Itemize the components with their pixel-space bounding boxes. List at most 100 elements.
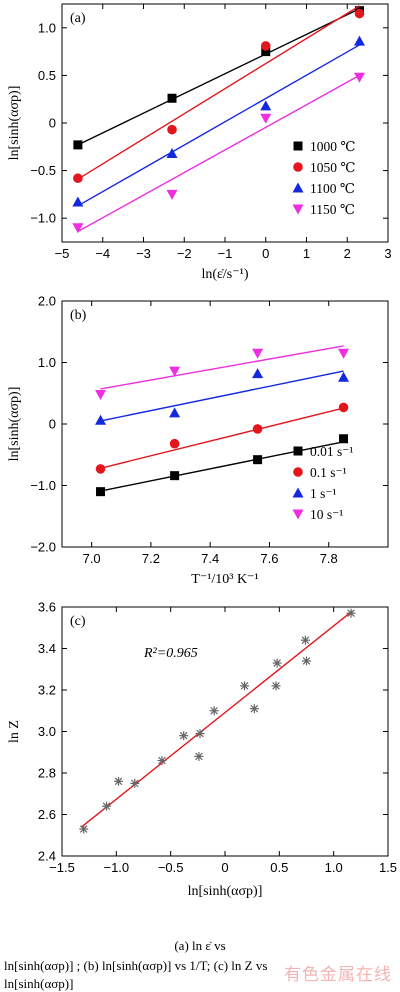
- panel-label: (c): [70, 614, 86, 629]
- data-point: [261, 47, 271, 57]
- series-2: [72, 35, 365, 207]
- data-point: [339, 434, 349, 444]
- data-point: [338, 402, 349, 413]
- y-axis-label: ln[sinh(ασp)]: [7, 86, 22, 161]
- x-tick-label: −4: [95, 246, 110, 261]
- data-point-stroke-3: [196, 729, 204, 738]
- legend-label: 1000 ℃: [310, 139, 355, 154]
- data-point: [353, 35, 365, 46]
- data-point-stroke-3: [273, 659, 281, 667]
- plot-frame: [61, 606, 389, 857]
- series-3: [95, 345, 350, 400]
- data-point: [169, 407, 181, 418]
- y-axis-label: ln[sinh(ασp)]: [7, 387, 22, 462]
- y-tick-label: 2.0: [38, 294, 56, 309]
- x-tick-label: 0: [262, 246, 269, 261]
- fit-line: [77, 74, 360, 233]
- y-tick-label: 2.4: [38, 849, 56, 864]
- chart-panel-2: −1.5 −1.0 −0.5 0 0.5 1.0 1.5 2.4 2.6 2.8 3.0 3.2 3.4…: [7, 600, 397, 900]
- legend-marker: [292, 487, 304, 498]
- data-point: [169, 438, 180, 449]
- data-point: [166, 189, 178, 200]
- data-point: [252, 368, 264, 379]
- data-point: [253, 455, 263, 465]
- x-tick-label: 2: [344, 246, 351, 261]
- r-squared-annotation: R²=0.965: [143, 646, 198, 661]
- data-point-stroke-3: [240, 682, 249, 690]
- fit-line: [100, 345, 344, 390]
- data-point-stroke-3: [114, 777, 123, 786]
- x-tick-label: −1: [218, 246, 233, 261]
- data-point: [170, 471, 180, 481]
- y-tick-label: 3.6: [38, 600, 56, 615]
- y-tick-label: 3.0: [38, 724, 56, 739]
- data-point: [260, 113, 272, 124]
- y-tick-label: −1.0: [30, 478, 56, 493]
- series-0: [96, 434, 349, 497]
- x-axis-label: ln[sinh(ασp)]: [188, 884, 263, 899]
- x-axis-label: T⁻¹/10³ K⁻¹: [191, 572, 258, 587]
- data-point: [73, 140, 83, 150]
- y-tick-label: −1.0: [30, 211, 56, 226]
- data-point: [252, 424, 263, 434]
- watermark-text: 有色金属在线: [284, 965, 392, 985]
- x-tick-label: 1.0: [325, 860, 343, 875]
- x-tick-label: −3: [136, 246, 151, 261]
- series-3: [72, 72, 365, 234]
- y-tick-label: −0.5: [30, 163, 56, 178]
- legend-label: 10 s⁻¹: [310, 507, 343, 522]
- data-point: [260, 41, 271, 51]
- data-point: [338, 371, 350, 382]
- data-point: [95, 464, 106, 474]
- fit-line: [100, 370, 344, 422]
- data-point: [209, 706, 219, 716]
- legend-label: 0.01 s⁻¹: [310, 444, 353, 459]
- fit-line: [81, 610, 353, 828]
- legend-marker: [293, 467, 303, 477]
- data-point: [194, 751, 204, 761]
- x-tick-label: 1.5: [379, 860, 397, 875]
- figure-caption-line-2: ln[sinh(ασp)] ; (b) ln[sinh(ασp)] vs 1/T…: [4, 958, 268, 973]
- data-point: [96, 487, 106, 497]
- legend-marker: [292, 509, 304, 520]
- data-point: [271, 681, 281, 691]
- legend-marker: [293, 446, 303, 456]
- data-point: [252, 348, 264, 359]
- legend-marker: [293, 141, 303, 151]
- fit-line: [100, 407, 344, 469]
- x-tick-label: 7.4: [201, 551, 219, 566]
- fit-line: [77, 44, 360, 207]
- data-point-stroke-3: [158, 756, 166, 765]
- fit-line: [100, 441, 344, 492]
- data-point-stroke-3: [347, 609, 355, 618]
- panel-label: (a): [70, 11, 86, 26]
- figure-caption-line-1: (a) ln ε̇ vs: [174, 938, 226, 953]
- data-point-stroke-3: [102, 802, 111, 810]
- series-1: [73, 5, 365, 184]
- data-point: [240, 681, 250, 691]
- data-point: [346, 608, 356, 618]
- data-point: [114, 776, 124, 786]
- legend-label: 1050 ℃: [310, 160, 355, 175]
- data-point: [157, 756, 167, 766]
- legend-label: 0.1 s⁻¹: [310, 465, 347, 480]
- y-tick-label: 3.2: [38, 683, 56, 698]
- y-tick-label: 2.6: [38, 807, 56, 822]
- y-tick-label: −2.0: [30, 540, 56, 555]
- data-point: [179, 731, 189, 741]
- data-point: [338, 348, 350, 359]
- fit-line: [77, 5, 360, 180]
- x-tick-label: 0.5: [270, 860, 288, 875]
- series-2: [95, 368, 350, 425]
- data-point: [260, 100, 272, 111]
- legend-marker: [292, 182, 304, 193]
- y-tick-label: 2.8: [38, 766, 56, 781]
- legend-label: 1 s⁻¹: [310, 486, 337, 501]
- y-tick-label: 0: [49, 417, 56, 432]
- y-tick-label: 0: [49, 116, 56, 131]
- y-tick-label: 3.4: [38, 641, 56, 656]
- data-point: [272, 658, 282, 668]
- legend-marker: [292, 204, 304, 215]
- data-point-stroke-3: [79, 825, 88, 833]
- chart-panel-1: 7.0 7.2 7.4 7.6 7.8 −2.0 −1.0 0 1.0 2.0 T⁻¹/10³ K⁻…: [7, 294, 389, 587]
